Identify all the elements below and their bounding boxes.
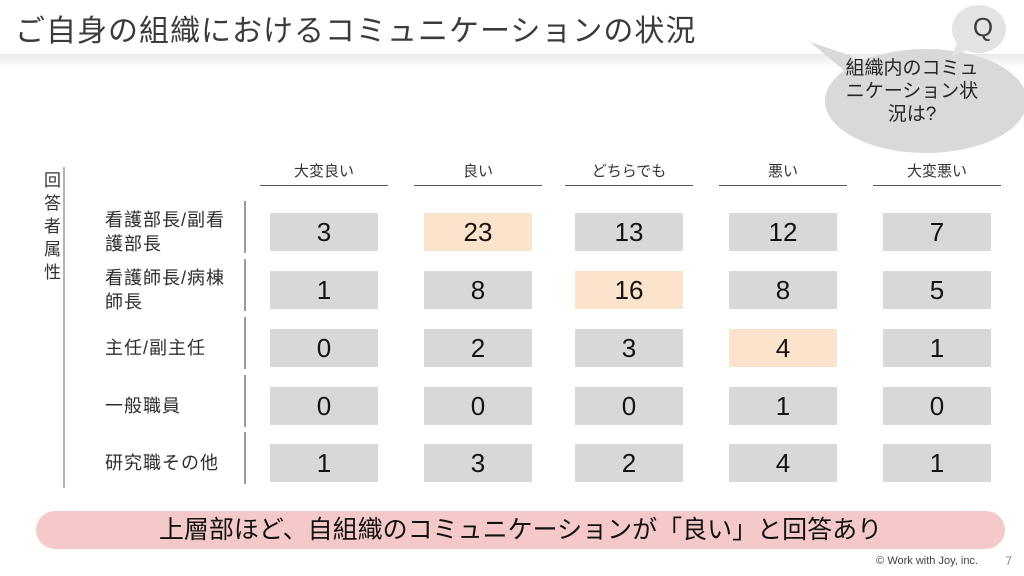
table-cell: 13 [575, 213, 683, 251]
table-cell: 1 [883, 329, 991, 367]
conclusion-text: 上層部ほど、自組織のコミュニケーションが「良い」と回答あり [158, 516, 883, 544]
row-divider [244, 201, 246, 253]
table-cell: 0 [270, 329, 378, 367]
table-cell: 0 [883, 387, 991, 425]
column-header: 良い [414, 160, 542, 186]
table-cell: 12 [729, 213, 837, 251]
table-cell: 4 [729, 444, 837, 482]
column-header: 大変良い [260, 160, 388, 186]
table-cell: 2 [424, 329, 532, 367]
row-label: 看護部長/副看護部長 [105, 210, 226, 254]
row-label: 主任/副主任 [105, 338, 207, 358]
row-label: 看護師長/病棟師長 [105, 268, 226, 312]
row-divider [244, 317, 246, 369]
row-divider [244, 432, 246, 484]
column-header: どちらでも [565, 160, 693, 186]
table-cell: 8 [424, 271, 532, 309]
column-header: 大変悪い [873, 160, 1001, 186]
table-cell: 8 [729, 271, 837, 309]
row-divider [244, 375, 246, 427]
table-cell: 3 [575, 329, 683, 367]
q-icon: Q [972, 12, 994, 42]
question-bubble-text: 組織内のコミュニケーション状況は? [845, 58, 979, 125]
row-axis-line [63, 167, 65, 488]
page-title: ご自身の組織におけるコミュニケーションの状況 [15, 15, 697, 48]
table-cell: 1 [883, 444, 991, 482]
table-cell: 5 [883, 271, 991, 309]
copyright-text: © Work with Joy, inc. [876, 555, 978, 567]
table-cell: 3 [270, 213, 378, 251]
question-bubble-shape [825, 49, 1024, 153]
question-bubble-tail [810, 42, 865, 88]
table-cell-highlighted: 16 [575, 271, 683, 309]
row-divider [244, 259, 246, 311]
column-header: 悪い [719, 160, 847, 186]
table-cell: 0 [270, 387, 378, 425]
title-divider-bar [0, 54, 1024, 68]
table-cell: 1 [729, 387, 837, 425]
table-cell-highlighted: 4 [729, 329, 837, 367]
row-label: 研究職その他 [105, 453, 219, 473]
table-cell-highlighted: 23 [424, 213, 532, 251]
table-cell: 3 [424, 444, 532, 482]
table-cell: 0 [575, 387, 683, 425]
row-axis-label: 回答者属性 [41, 171, 60, 286]
table-cell: 1 [270, 271, 378, 309]
page-number: 7 [1005, 554, 1012, 568]
table-cell: 7 [883, 213, 991, 251]
table-cell: 2 [575, 444, 683, 482]
row-label: 一般職員 [105, 396, 181, 416]
table-cell: 1 [270, 444, 378, 482]
table-cell: 0 [424, 387, 532, 425]
conclusion-banner: 上層部ほど、自組織のコミュニケーションが「良い」と回答あり [36, 511, 1005, 549]
q-bubble-tail [951, 37, 978, 57]
speech-bubble-graphic [810, 5, 1024, 153]
